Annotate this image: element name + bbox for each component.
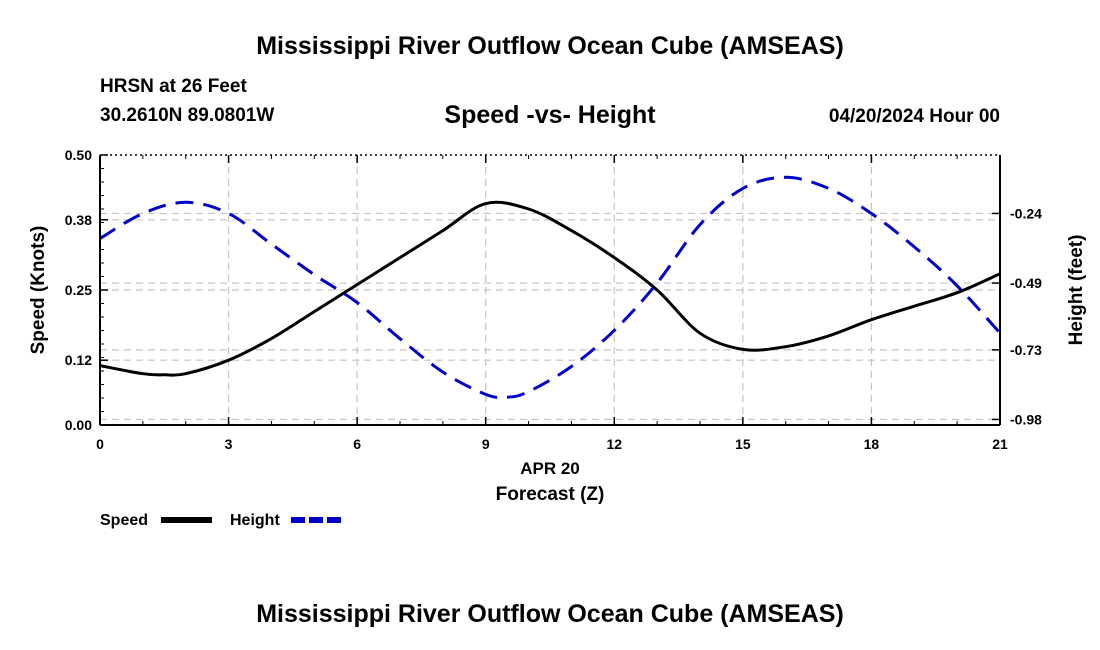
series-speed-line xyxy=(99,200,1001,377)
chart-subtitle: Speed -vs- Height xyxy=(444,101,656,129)
y-left-tick-label: 0.25 xyxy=(65,282,92,298)
plot-frame xyxy=(99,154,1001,426)
station-label: HRSN at 26 Feet xyxy=(100,76,247,97)
y-right-tick-label: -0.98 xyxy=(1010,411,1042,427)
coordinates-label: 30.2610N 89.0801W xyxy=(100,105,275,126)
forecast-datetime: 04/20/2024 Hour 00 xyxy=(828,106,1000,127)
x-tick-label: 15 xyxy=(735,436,751,452)
x-tick-label: 12 xyxy=(606,436,622,452)
chart-title: Mississippi River Outflow Ocean Cube (AM… xyxy=(256,32,844,60)
x-tick-label: 6 xyxy=(353,436,361,452)
y-left-tick-label: 0.50 xyxy=(65,147,92,163)
legend-speed-label: Speed xyxy=(100,512,148,529)
y-right-tick-label: -0.49 xyxy=(1010,275,1042,291)
y-left-axis-label: Speed (Knots) xyxy=(28,226,49,355)
x-tick-label: 3 xyxy=(225,436,233,452)
series-group xyxy=(99,175,1002,400)
legend: Speed Height xyxy=(100,512,342,529)
x-tick-label: 0 xyxy=(96,436,104,452)
y-left-tick-label: 0.38 xyxy=(65,212,92,228)
x-tick-label: 9 xyxy=(482,436,490,452)
grid-lines xyxy=(100,155,1000,425)
y-right-tick-label: -0.24 xyxy=(1010,205,1042,221)
x-tick-label: 21 xyxy=(992,436,1008,452)
series-height-line xyxy=(99,175,1002,400)
x-axis-label: Forecast (Z) xyxy=(496,484,605,505)
footer-title: Mississippi River Outflow Ocean Cube (AM… xyxy=(256,600,844,628)
y-right-tick-label: -0.73 xyxy=(1010,342,1042,358)
x-tick-label: 18 xyxy=(864,436,880,452)
y-left-tick-label: 0.12 xyxy=(65,352,92,368)
axis-labels: 0 3 6 9 12 15 18 21 0.00 0.12 0.25 0.38 0.50 -0.24 -0.… xyxy=(28,147,1087,505)
x-date-label: APR 20 xyxy=(520,459,580,478)
legend-height-label: Height xyxy=(230,512,280,529)
y-right-axis-label: Height (feet) xyxy=(1066,235,1087,346)
y-left-tick-label: 0.00 xyxy=(65,417,92,433)
